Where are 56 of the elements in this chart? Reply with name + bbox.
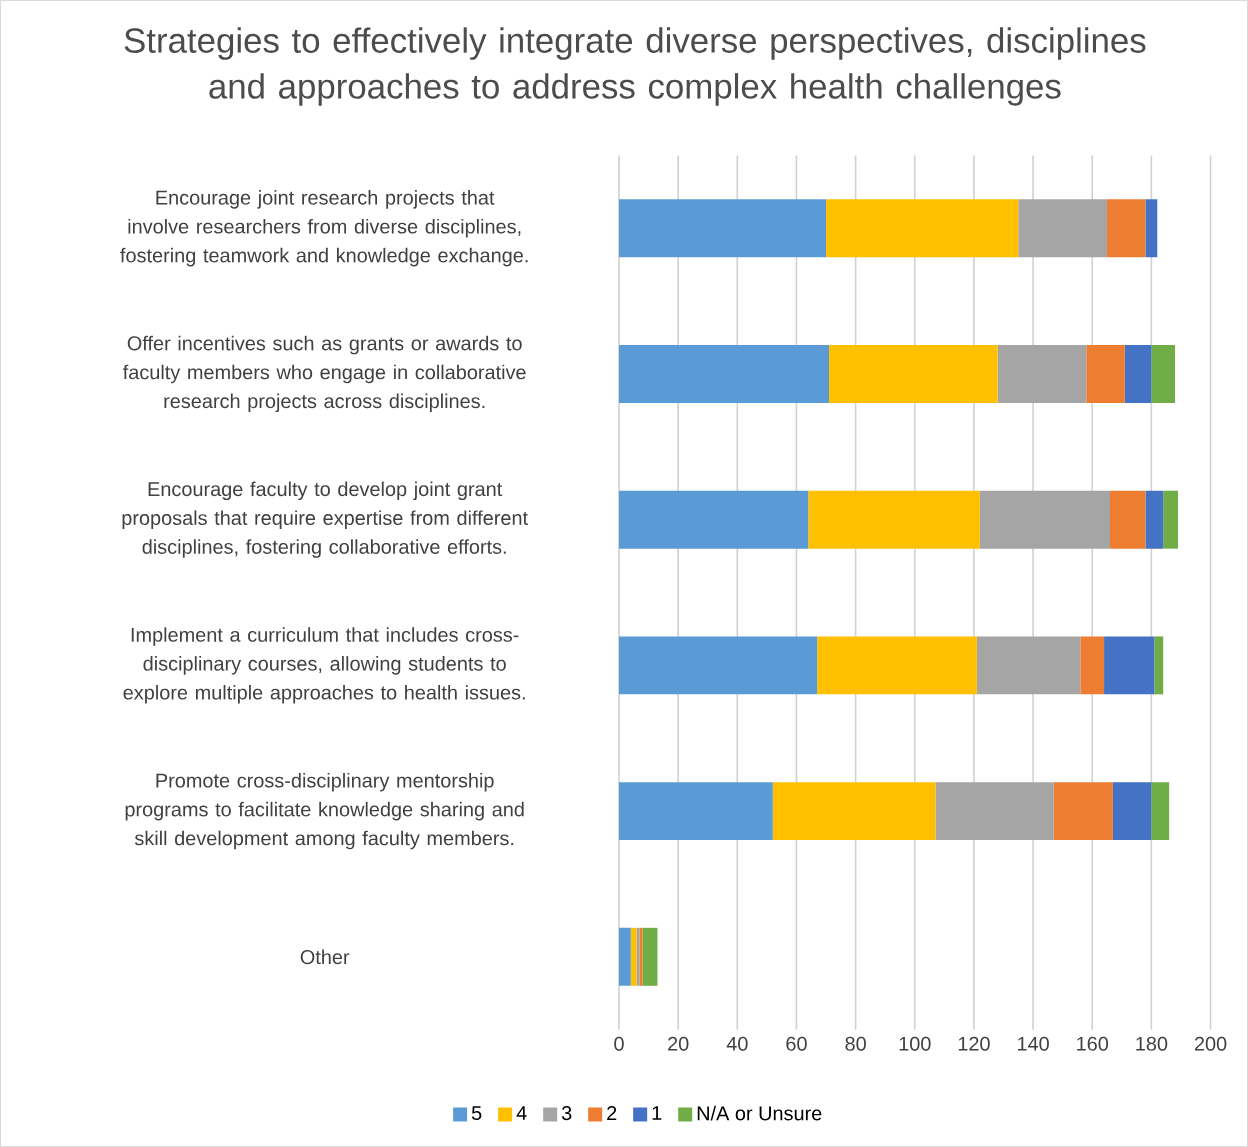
x-tick-label: 40 <box>726 1036 748 1051</box>
y-tick-label: Implement a curriculum that includes cross-disciplinary courses, allowing students to explore multiple approaches to health issues. <box>123 627 525 704</box>
bar <box>619 344 829 403</box>
bar <box>826 199 1019 258</box>
x-tick-label: 120 <box>958 1036 990 1051</box>
legend-label: 4 <box>516 1106 527 1120</box>
x-tick-label: 200 <box>1194 1036 1227 1051</box>
bar <box>1107 199 1146 258</box>
x-tick-label: 60 <box>786 1036 807 1051</box>
bar <box>1086 344 1125 403</box>
bar <box>619 782 773 841</box>
bar <box>817 636 977 695</box>
x-tick-label: 180 <box>1136 1036 1168 1051</box>
bar <box>1145 199 1158 258</box>
bar <box>1151 782 1170 841</box>
bar <box>808 490 980 549</box>
y-tick-label: Encourage joint research projects that involve researchers from diverse disciplines, fostering teamwork and knowledge exchange. <box>120 190 528 267</box>
bar <box>619 199 827 258</box>
legend-label: 2 <box>607 1106 617 1120</box>
legend-label: N/A or Unsure <box>697 1105 822 1121</box>
bar <box>1154 636 1164 695</box>
bar <box>976 636 1081 695</box>
bar <box>1018 199 1108 258</box>
bar <box>1124 344 1152 403</box>
bar <box>1104 636 1155 695</box>
chart-title: Strategies to effectively integrate diverse perspectives, disciplines and approaches to address complex health challenges <box>124 27 1146 106</box>
bar <box>630 927 637 986</box>
bar <box>829 344 998 403</box>
x-tick-label: 140 <box>1018 1036 1049 1051</box>
bar <box>1112 782 1152 841</box>
y-tick-label: Promote cross-disciplinary mentorship programs to facilitate knowledge sharing and skill development among faculty members. <box>125 772 524 850</box>
legend-label: 3 <box>561 1106 572 1121</box>
bar <box>1151 344 1176 403</box>
legend-label: 1 <box>652 1106 662 1120</box>
x-tick-label: 100 <box>899 1036 931 1051</box>
bar <box>1109 490 1146 549</box>
bar <box>997 344 1087 403</box>
y-tick-label: Other <box>300 949 350 965</box>
bar <box>1145 490 1164 549</box>
bar <box>979 490 1110 549</box>
x-tick-label: 80 <box>845 1036 866 1051</box>
bar <box>642 927 658 986</box>
bar <box>1053 782 1113 841</box>
bar <box>1163 490 1178 549</box>
x-tick-label: 20 <box>668 1036 689 1051</box>
bar <box>619 927 631 986</box>
legend-label: 5 <box>471 1106 482 1120</box>
bar <box>935 782 1054 841</box>
x-tick-label: 160 <box>1077 1036 1109 1051</box>
bar <box>619 490 809 549</box>
x-tick-label: 0 <box>614 1036 624 1051</box>
y-tick-label: Encourage faculty to develop joint grant proposals that require expertise from different disciplines, fostering collaborative efforts. <box>122 481 528 558</box>
bar <box>619 636 818 695</box>
bar <box>772 782 936 841</box>
bar <box>1080 636 1105 695</box>
y-tick-label: Offer incentives such as grants or awards to faculty members who engage in collaborative research projects across disciplines. <box>123 335 526 413</box>
